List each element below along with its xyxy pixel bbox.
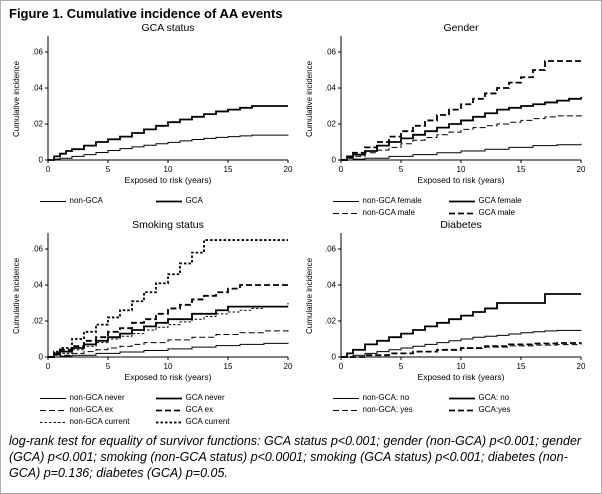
- svg-text:15: 15: [223, 165, 232, 174]
- svg-text:GCA status: GCA status: [141, 22, 194, 34]
- legend-entry: GCA current: [155, 417, 230, 426]
- svg-text:Diabetes: Diabetes: [440, 219, 481, 231]
- svg-text:Exposed to risk (years): Exposed to risk (years): [417, 372, 504, 382]
- svg-text:Exposed to risk (years): Exposed to risk (years): [124, 175, 211, 185]
- svg-text:0: 0: [45, 362, 50, 371]
- svg-text:15: 15: [516, 165, 525, 174]
- svg-text:.04: .04: [324, 281, 336, 290]
- svg-text:.04: .04: [324, 84, 336, 93]
- legend-entry: GCA female: [448, 196, 522, 205]
- legend-entry: non-GCA: [39, 196, 103, 205]
- svg-text:20: 20: [576, 362, 585, 371]
- legend-smoking-status: non-GCA never GCA never non-GCA ex GCA ex no…: [39, 392, 271, 428]
- svg-text:10: 10: [163, 165, 172, 174]
- svg-text:15: 15: [516, 362, 525, 371]
- legend-entry: GCA male: [448, 208, 515, 217]
- chart-gender: 0 .02 .04 .06 0 5 10 15 20 Exposed to risk (years…: [303, 22, 593, 197]
- legend-entry: GCA: no: [448, 393, 510, 402]
- svg-text:5: 5: [398, 362, 403, 371]
- svg-text:Smoking status: Smoking status: [132, 219, 204, 231]
- svg-text:20: 20: [576, 165, 585, 174]
- svg-text:Cumulative incidence: Cumulative incidence: [12, 257, 21, 334]
- svg-text:.04: .04: [31, 84, 43, 93]
- svg-text:Exposed to risk (years): Exposed to risk (years): [124, 372, 211, 382]
- legend-entry: GCA:yes: [448, 405, 511, 414]
- svg-text:.02: .02: [31, 120, 43, 129]
- svg-text:.02: .02: [31, 317, 43, 326]
- chart-grid: 0 .02 .04 .06 0 5 10 15 20 Exposed to risk (years…: [9, 22, 593, 428]
- legend-entry: non-GCA: no: [332, 393, 410, 402]
- panel-smoking-status: 0 .02 .04 .06 0 5 10 15 20 Exposed to risk (years…: [9, 219, 300, 428]
- legend-entry: non-GCA never: [39, 393, 125, 402]
- legend-diabetes: non-GCA: no GCA: no non-GCA: yes GCA:yes: [332, 392, 564, 416]
- svg-text:0: 0: [331, 156, 336, 165]
- legend-entry: non-GCA female: [332, 196, 422, 205]
- svg-text:.06: .06: [31, 245, 43, 254]
- svg-text:5: 5: [105, 165, 110, 174]
- svg-text:5: 5: [105, 362, 110, 371]
- legend-entry: GCA: [155, 196, 203, 205]
- svg-text:20: 20: [283, 165, 292, 174]
- svg-text:0: 0: [331, 353, 336, 362]
- svg-text:Gender: Gender: [443, 22, 479, 34]
- chart-gca-status: 0 .02 .04 .06 0 5 10 15 20 Exposed to risk (years…: [10, 22, 300, 197]
- chart-smoking-status: 0 .02 .04 .06 0 5 10 15 20 Exposed to risk (years…: [10, 219, 300, 394]
- svg-text:.02: .02: [324, 317, 336, 326]
- legend-entry: non-GCA: yes: [332, 405, 413, 414]
- svg-text:.04: .04: [31, 281, 43, 290]
- svg-text:0: 0: [38, 353, 43, 362]
- svg-text:0: 0: [338, 362, 343, 371]
- svg-text:.06: .06: [324, 48, 336, 57]
- chart-diabetes: 0 .02 .04 .06 0 5 10 15 20 Exposed to risk (years…: [303, 219, 593, 394]
- svg-text:5: 5: [398, 165, 403, 174]
- svg-text:Cumulative incidence: Cumulative incidence: [305, 60, 314, 137]
- legend-entry: GCA ex: [155, 405, 214, 414]
- svg-text:10: 10: [456, 165, 465, 174]
- legend-entry: non-GCA male: [332, 208, 415, 217]
- panel-diabetes: 0 .02 .04 .06 0 5 10 15 20 Exposed to risk (years…: [302, 219, 593, 428]
- svg-text:10: 10: [163, 362, 172, 371]
- svg-text:Cumulative incidence: Cumulative incidence: [305, 257, 314, 334]
- figure-title: Figure 1. Cumulative incidence of AA eve…: [9, 6, 283, 21]
- svg-text:20: 20: [283, 362, 292, 371]
- svg-text:0: 0: [45, 165, 50, 174]
- legend-entry: non-GCA current: [39, 417, 130, 426]
- figure-caption: log-rank test for equality of survivor f…: [9, 434, 582, 480]
- svg-text:15: 15: [223, 362, 232, 371]
- svg-text:.06: .06: [324, 245, 336, 254]
- svg-text:0: 0: [38, 156, 43, 165]
- svg-text:Cumulative incidence: Cumulative incidence: [12, 60, 21, 137]
- svg-text:.02: .02: [324, 120, 336, 129]
- svg-text:10: 10: [456, 362, 465, 371]
- legend-entry: GCA never: [155, 393, 225, 402]
- svg-text:.06: .06: [31, 48, 43, 57]
- svg-text:Exposed to risk (years): Exposed to risk (years): [417, 175, 504, 185]
- svg-text:0: 0: [338, 165, 343, 174]
- legend-gca-status: non-GCA GCA: [39, 195, 271, 207]
- panel-gca-status: 0 .02 .04 .06 0 5 10 15 20 Exposed to risk (years…: [9, 22, 300, 219]
- panel-gender: 0 .02 .04 .06 0 5 10 15 20 Exposed to risk (years…: [302, 22, 593, 219]
- legend-entry: non-GCA ex: [39, 405, 114, 414]
- legend-gender: non-GCA female GCA female non-GCA male GCA …: [332, 195, 564, 219]
